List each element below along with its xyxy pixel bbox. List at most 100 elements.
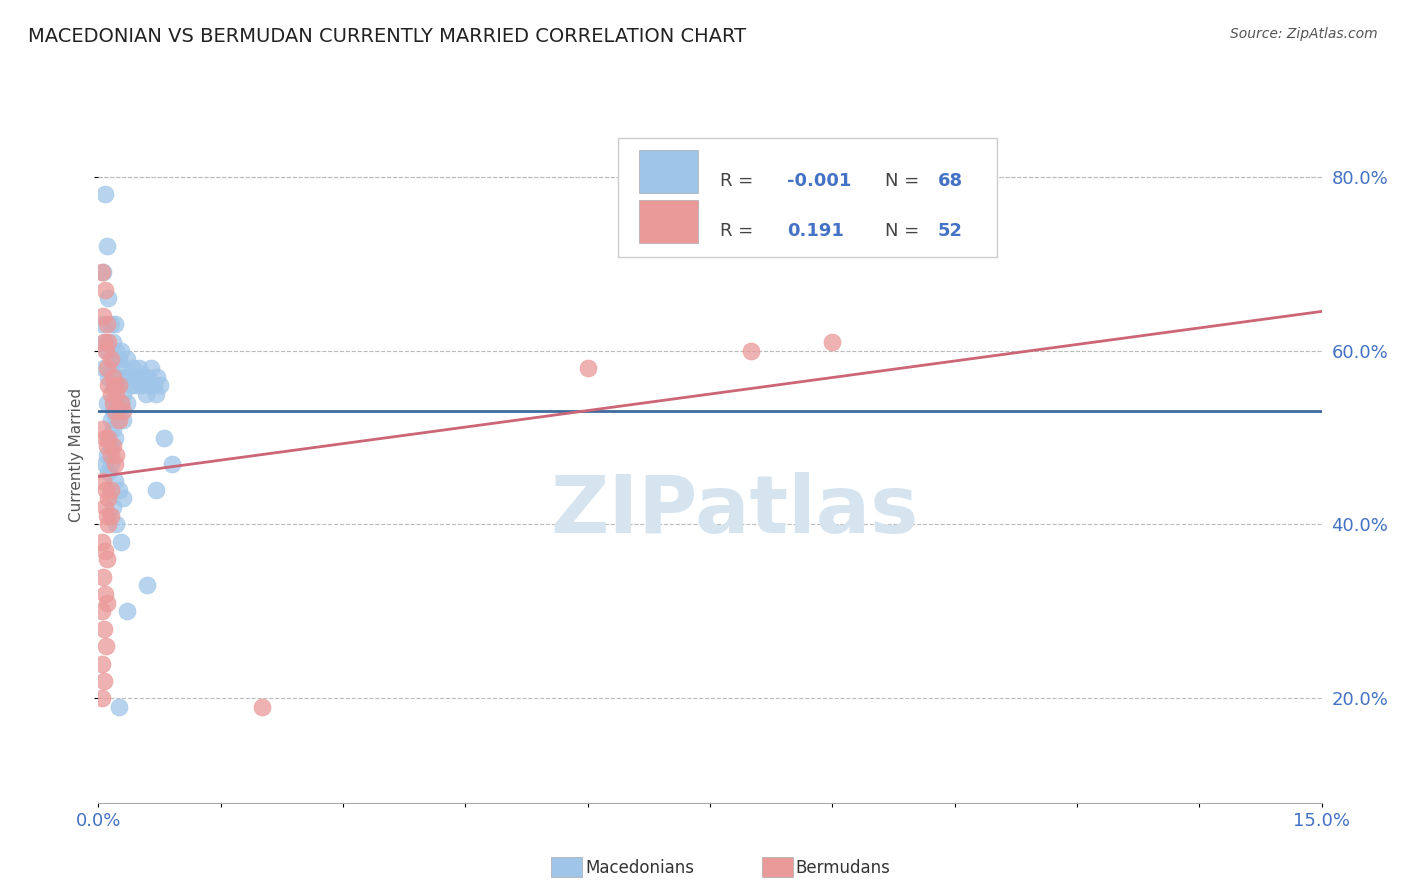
Point: [94, 343, 117, 358]
Point: [94, 430, 117, 444]
Point: [104, 430, 127, 444]
Point: [91, 691, 114, 706]
Point: [94, 639, 117, 653]
Text: -0.001: -0.001: [787, 172, 852, 190]
Text: 52: 52: [938, 222, 963, 240]
Point: [97, 491, 120, 506]
Point: [101, 369, 124, 384]
Point: [105, 448, 128, 462]
Text: ZIPatlas: ZIPatlas: [550, 472, 918, 549]
Point: [96, 361, 118, 376]
Point: [96, 448, 118, 462]
Point: [115, 395, 138, 409]
Point: [124, 378, 146, 392]
Point: [141, 361, 163, 376]
Point: [93, 674, 115, 689]
Point: [111, 404, 134, 418]
Point: [94, 483, 117, 497]
Point: [136, 578, 159, 592]
Point: [132, 369, 155, 384]
Point: [94, 283, 117, 297]
Point: [100, 508, 122, 523]
Point: [108, 700, 131, 714]
Point: [145, 387, 167, 401]
Point: [100, 457, 122, 471]
Point: [100, 387, 122, 401]
Point: [740, 343, 762, 358]
Point: [120, 378, 142, 392]
Point: [576, 361, 599, 376]
Point: [91, 570, 114, 584]
Point: [108, 378, 131, 392]
Point: [104, 404, 127, 418]
Point: [105, 343, 128, 358]
Point: [91, 265, 114, 279]
Point: [149, 378, 172, 392]
Text: 0.191: 0.191: [787, 222, 844, 240]
Point: [91, 534, 114, 549]
Point: [101, 500, 124, 514]
Point: [111, 413, 134, 427]
Point: [118, 369, 141, 384]
Point: [97, 291, 120, 305]
Text: 68: 68: [938, 172, 963, 190]
Point: [121, 361, 143, 376]
Point: [97, 334, 120, 349]
Point: [100, 439, 122, 453]
Point: [93, 361, 115, 376]
Point: [250, 700, 273, 714]
Point: [115, 605, 138, 619]
Point: [110, 395, 132, 409]
Point: [101, 439, 124, 453]
Point: [91, 265, 114, 279]
Point: [96, 439, 118, 453]
Point: [96, 395, 118, 409]
Point: [94, 186, 117, 201]
Point: [104, 378, 127, 392]
Point: [821, 334, 844, 349]
Point: [91, 309, 114, 323]
Point: [96, 239, 118, 253]
Point: [108, 352, 131, 367]
Point: [96, 508, 118, 523]
Point: [97, 517, 120, 532]
Text: MACEDONIAN VS BERMUDAN CURRENTLY MARRIED CORRELATION CHART: MACEDONIAN VS BERMUDAN CURRENTLY MARRIED…: [28, 27, 747, 45]
Point: [96, 318, 118, 332]
Text: N =: N =: [884, 172, 925, 190]
Point: [97, 430, 120, 444]
Point: [110, 534, 132, 549]
Point: [100, 318, 122, 332]
Point: [136, 369, 159, 384]
Point: [110, 395, 132, 409]
Text: Bermudans: Bermudans: [796, 859, 890, 877]
Point: [108, 483, 131, 497]
FancyBboxPatch shape: [640, 150, 697, 194]
Point: [101, 395, 124, 409]
Point: [101, 378, 124, 392]
Point: [100, 352, 122, 367]
Point: [91, 657, 114, 671]
Point: [100, 361, 122, 376]
Y-axis label: Currently Married: Currently Married: [69, 388, 84, 522]
Point: [100, 413, 122, 427]
Point: [100, 483, 122, 497]
Point: [111, 387, 134, 401]
Point: [94, 334, 117, 349]
Point: [96, 552, 118, 566]
Point: [146, 369, 169, 384]
Text: N =: N =: [884, 222, 925, 240]
Point: [105, 387, 128, 401]
Point: [93, 334, 115, 349]
Point: [129, 378, 152, 392]
Point: [97, 378, 120, 392]
Point: [101, 334, 124, 349]
Point: [108, 404, 131, 418]
Point: [94, 500, 117, 514]
Point: [94, 587, 117, 601]
Text: R =: R =: [720, 172, 759, 190]
Point: [145, 483, 167, 497]
Point: [108, 378, 131, 392]
Point: [97, 466, 120, 480]
Point: [127, 369, 149, 384]
Point: [94, 543, 117, 558]
